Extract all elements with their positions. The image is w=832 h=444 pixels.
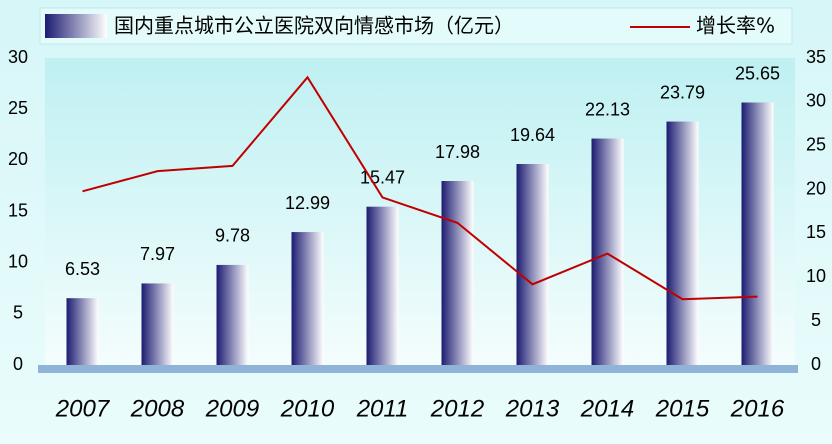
y2-tick-label: 20	[806, 178, 826, 198]
floor	[38, 365, 798, 373]
y2-tick-label: 35	[806, 47, 826, 67]
bar	[141, 283, 174, 365]
legend-swatch	[45, 14, 107, 38]
y-tick-label: 10	[8, 251, 28, 271]
value-label: 22.13	[585, 99, 630, 119]
y2-tick-label: 30	[806, 91, 826, 111]
x-tick-label: 2007	[55, 395, 111, 422]
y2-tick-label: 15	[806, 222, 826, 242]
y2-tick-label: 10	[806, 266, 826, 286]
x-tick-label: 2011	[356, 395, 409, 422]
bar	[291, 232, 324, 365]
value-label: 17.98	[435, 142, 480, 162]
x-tick-label: 2013	[505, 395, 560, 422]
value-label: 7.97	[140, 244, 175, 264]
y2-tick-label: 0	[811, 354, 821, 374]
x-tick-label: 2012	[430, 395, 484, 422]
value-label: 25.65	[735, 63, 780, 83]
x-tick-label: 2014	[580, 395, 634, 422]
bar	[216, 264, 249, 365]
bar	[591, 138, 624, 365]
y-tick-label: 25	[8, 98, 28, 118]
x-tick-label: 2016	[730, 395, 785, 422]
value-label: 6.53	[65, 259, 100, 279]
legend-label: 国内重点城市公立医院双向情感市场（亿元）	[114, 14, 514, 38]
bar	[516, 164, 549, 365]
bar	[366, 206, 399, 365]
value-label: 23.79	[660, 82, 705, 102]
y-tick-label: 20	[8, 149, 28, 169]
y-tick-label: 5	[13, 303, 23, 323]
x-tick-label: 2015	[655, 395, 710, 422]
bar	[441, 181, 474, 365]
y-tick-label: 15	[8, 200, 28, 220]
y2-tick-label: 25	[806, 134, 826, 154]
value-label: 19.64	[510, 125, 555, 145]
y2-tick-label: 5	[811, 310, 821, 330]
legend-label: 增长率%	[696, 14, 775, 38]
x-tick-label: 2009	[205, 395, 259, 422]
y-tick-label: 0	[13, 354, 23, 374]
value-label: 15.47	[360, 167, 405, 187]
bar	[666, 121, 699, 365]
bar	[66, 298, 99, 365]
value-label: 12.99	[285, 193, 330, 213]
line	[82, 75, 758, 301]
bar	[741, 102, 774, 365]
x-tick-label: 2008	[130, 395, 185, 422]
value-label: 9.78	[215, 226, 250, 246]
y-tick-label: 30	[8, 47, 28, 67]
x-tick-label: 2010	[280, 395, 335, 422]
